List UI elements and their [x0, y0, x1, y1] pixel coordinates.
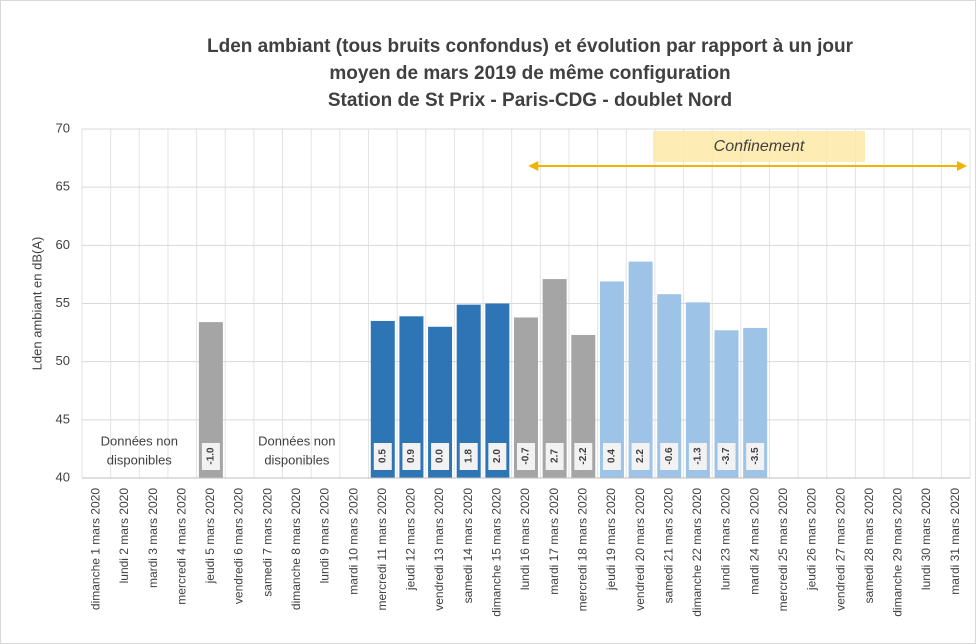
- evolution-label: -3.7: [721, 447, 732, 465]
- evolution-box: [602, 443, 621, 470]
- x-tick-label: mardi 3 mars 2020: [146, 488, 160, 588]
- x-tick-label: jeudi 26 mars 2020: [805, 488, 819, 591]
- evolution-box: [631, 443, 650, 470]
- evolution-label: 0.4: [607, 449, 618, 463]
- y-axis-label: Lden ambiant en dB(A): [29, 237, 44, 371]
- y-tick-label: 50: [56, 353, 70, 368]
- no-data-note: Données non: [101, 433, 178, 448]
- x-tick-label: lundi 9 mars 2020: [318, 488, 332, 584]
- bar: [628, 261, 653, 478]
- y-tick-label: 55: [56, 295, 70, 310]
- x-tick-label: dimanche 15 mars 2020: [490, 488, 504, 617]
- no-data-note: disponibles: [107, 452, 173, 467]
- evolution-box: [545, 443, 564, 470]
- x-tick-label: vendredi 20 mars 2020: [633, 488, 647, 611]
- evolution-label: -0.6: [664, 447, 675, 465]
- evolution-box: [688, 443, 707, 470]
- x-tick-label: mercredi 4 mars 2020: [174, 488, 188, 605]
- x-tick-label: jeudi 12 mars 2020: [404, 488, 418, 591]
- evolution-label: -0.7: [521, 447, 532, 465]
- arrow-head: [957, 161, 967, 171]
- x-tick-label: lundi 23 mars 2020: [719, 488, 733, 590]
- x-tick-label: mercredi 18 mars 2020: [575, 488, 589, 612]
- y-tick-label: 60: [56, 237, 70, 252]
- x-tick-label: dimanche 29 mars 2020: [891, 488, 905, 617]
- x-tick-label: jeudi 19 mars 2020: [604, 488, 618, 591]
- evolution-box: [717, 443, 736, 470]
- x-tick-label: mardi 31 mars 2020: [948, 488, 962, 595]
- chart-title: moyen de mars 2019 de même configuration: [329, 63, 730, 84]
- evolution-box: [459, 443, 478, 470]
- x-tick-label: lundi 30 mars 2020: [919, 488, 933, 590]
- evolution-label: -1.3: [693, 447, 704, 465]
- no-data-note: disponibles: [264, 452, 330, 467]
- x-tick-label: dimanche 22 mars 2020: [690, 488, 704, 617]
- evolution-label: 2.2: [635, 449, 646, 463]
- evolution-box: [201, 443, 220, 470]
- period-box: [653, 131, 865, 162]
- evolution-label: 0.5: [377, 449, 388, 463]
- x-tick-label: samedi 14 mars 2020: [461, 488, 475, 604]
- x-tick-label: mercredi 11 mars 2020: [375, 488, 389, 611]
- evolution-label: -1.0: [206, 447, 217, 465]
- x-tick-label: dimanche 8 mars 2020: [289, 488, 303, 610]
- evolution-label: 0.0: [435, 449, 446, 463]
- evolution-box: [660, 443, 679, 470]
- arrow-head: [528, 161, 539, 171]
- evolution-box: [488, 443, 507, 470]
- y-tick-label: 70: [56, 120, 70, 135]
- x-tick-label: dimanche 1 mars 2020: [88, 488, 102, 610]
- x-tick-label: samedi 7 mars 2020: [260, 488, 274, 597]
- period-label: Confinement: [714, 138, 805, 155]
- evolution-label: 2.0: [492, 449, 503, 463]
- x-tick-label: lundi 2 mars 2020: [117, 488, 131, 584]
- no-data-note: Données non: [258, 433, 335, 448]
- y-tick-label: 65: [56, 179, 70, 194]
- y-tick-label: 45: [56, 411, 70, 426]
- x-tick-label: samedi 21 mars 2020: [661, 488, 675, 604]
- evolution-box: [431, 443, 450, 470]
- evolution-label: 2.7: [549, 449, 560, 463]
- evolution-box: [574, 443, 593, 470]
- x-tick-label: mardi 24 mars 2020: [747, 488, 761, 595]
- evolution-label: -2.2: [578, 447, 589, 465]
- x-tick-label: lundi 16 mars 2020: [518, 488, 532, 590]
- x-tick-label: mercredi 25 mars 2020: [776, 488, 790, 612]
- x-tick-label: samedi 28 mars 2020: [862, 488, 876, 604]
- x-tick-label: jeudi 5 mars 2020: [203, 488, 217, 585]
- x-tick-label: mardi 10 mars 2020: [346, 488, 360, 595]
- x-tick-label: mardi 17 mars 2020: [547, 488, 561, 595]
- x-tick-label: vendredi 6 mars 2020: [232, 488, 246, 604]
- y-tick-label: 40: [56, 469, 70, 484]
- evolution-label: 0.9: [406, 449, 417, 463]
- evolution-box: [517, 443, 535, 470]
- evolution-label: 1.8: [463, 449, 474, 463]
- chart-title: Lden ambiant (tous bruits confondus) et …: [207, 36, 854, 57]
- chart-title: Station de St Prix - Paris-CDG - doublet…: [328, 90, 732, 111]
- evolution-box: [746, 443, 765, 470]
- x-tick-label: vendredi 27 mars 2020: [833, 488, 847, 611]
- evolution-box: [402, 443, 421, 470]
- evolution-label: -3.5: [750, 447, 761, 465]
- evolution-box: [373, 443, 392, 470]
- x-tick-label: vendredi 13 mars 2020: [432, 488, 446, 611]
